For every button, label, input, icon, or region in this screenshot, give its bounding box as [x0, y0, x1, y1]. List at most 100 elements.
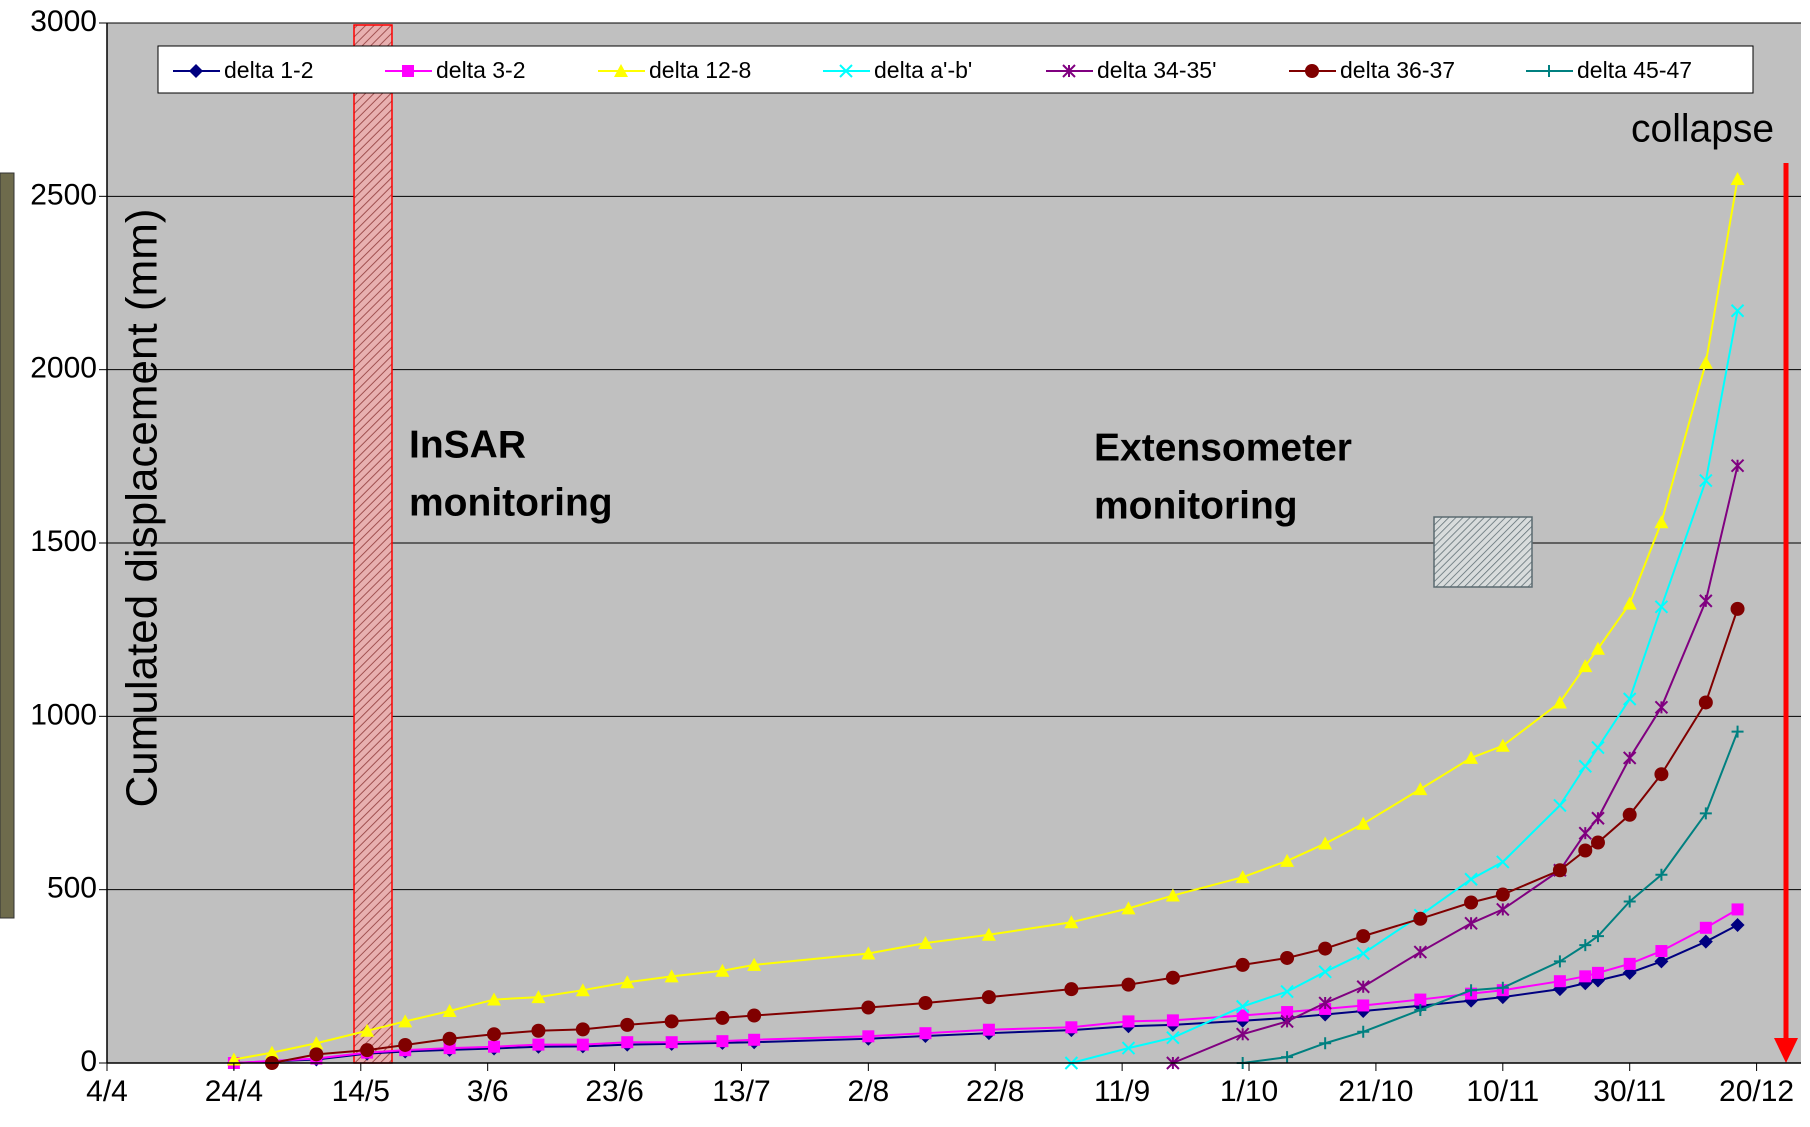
marker — [1699, 594, 1713, 608]
y-tick-label: 2500 — [30, 178, 97, 211]
marker — [1698, 695, 1713, 710]
x-tick-label: 24/4 — [205, 1075, 263, 1108]
marker — [1654, 954, 1669, 969]
marker — [918, 996, 933, 1011]
x-tick-label: 4/4 — [86, 1075, 128, 1108]
marker — [531, 990, 546, 1004]
marker — [1623, 895, 1636, 908]
marker — [1579, 939, 1592, 952]
marker — [1730, 458, 1745, 473]
marker — [487, 1027, 502, 1042]
marker — [1464, 916, 1478, 931]
marker — [1281, 1006, 1294, 1019]
marker — [531, 1023, 546, 1038]
marker — [1730, 304, 1745, 318]
legend-item: delta 1-2 — [173, 57, 314, 83]
marker — [1698, 355, 1713, 369]
marker — [716, 1035, 729, 1048]
marker — [1730, 918, 1745, 933]
marker — [1464, 750, 1479, 764]
marker — [1699, 473, 1713, 488]
marker — [1122, 1015, 1135, 1028]
marker — [360, 1023, 375, 1037]
marker — [1121, 977, 1136, 992]
marker — [1591, 930, 1604, 943]
marker — [1578, 659, 1593, 673]
marker — [1065, 1021, 1078, 1034]
marker — [1280, 1014, 1294, 1029]
legend-item: delta a'-b' — [823, 57, 972, 83]
annotation: InSAR — [409, 423, 526, 466]
marker — [1064, 915, 1079, 929]
annotation: Extensometer — [1094, 426, 1352, 469]
marker — [747, 957, 762, 971]
marker — [1318, 996, 1332, 1010]
marker — [189, 64, 203, 78]
series — [1064, 304, 1745, 1070]
marker — [1731, 725, 1744, 738]
marker — [839, 64, 853, 78]
legend: delta 1-2 delta 3-2 delta 12-8 delta a'-b' d… — [157, 45, 1754, 94]
collapse-arrow-head — [1774, 1038, 1798, 1063]
marker — [1699, 807, 1712, 820]
marker — [1166, 1030, 1180, 1045]
marker — [918, 936, 933, 950]
marker — [614, 64, 628, 77]
x-tick-label: 1/10 — [1220, 1075, 1278, 1108]
marker — [1236, 1009, 1249, 1022]
annotation: monitoring — [409, 481, 613, 524]
marker — [981, 990, 996, 1005]
x-tick-label: 10/11 — [1466, 1075, 1539, 1108]
marker — [488, 1040, 501, 1053]
marker — [309, 1047, 324, 1062]
series-group — [226, 172, 1745, 1070]
x-tick-label: 13/7 — [712, 1075, 770, 1108]
marker — [747, 1008, 762, 1023]
marker — [442, 1031, 457, 1046]
marker — [1622, 596, 1637, 610]
marker — [1356, 929, 1371, 944]
marker — [360, 1043, 375, 1058]
marker — [402, 65, 414, 77]
marker — [1654, 600, 1669, 614]
marker — [1356, 980, 1370, 994]
marker — [1496, 902, 1510, 917]
legend-label: delta 36-37 — [1340, 57, 1455, 83]
marker — [665, 1036, 678, 1049]
marker — [1465, 984, 1478, 997]
marker — [1235, 1027, 1250, 1041]
marker — [1235, 999, 1250, 1014]
marker — [1578, 843, 1593, 858]
marker — [1578, 826, 1592, 840]
marker — [1357, 1025, 1370, 1038]
marker — [1413, 782, 1428, 796]
marker — [575, 1022, 590, 1037]
legend-label: delta 45-47 — [1577, 57, 1692, 83]
marker — [1655, 945, 1668, 958]
marker — [575, 983, 590, 997]
legend-item: delta 3-2 — [385, 57, 526, 83]
marker — [1699, 921, 1712, 934]
marker — [715, 1010, 730, 1025]
marker — [1165, 970, 1180, 985]
y-tick-label: 2000 — [30, 352, 97, 385]
marker — [919, 1027, 932, 1040]
marker — [1654, 767, 1669, 782]
legend-item: delta 12-8 — [598, 57, 751, 83]
legend-label: delta a'-b' — [874, 57, 972, 83]
marker — [1591, 811, 1605, 825]
marker — [1280, 950, 1295, 965]
marker — [1496, 855, 1510, 869]
marker — [1414, 993, 1427, 1006]
marker — [1121, 1041, 1136, 1055]
marker — [620, 975, 635, 989]
legend-item: delta 45-47 — [1526, 57, 1692, 83]
marker — [264, 1045, 279, 1059]
legend-label: delta 34-35' — [1097, 57, 1216, 83]
x-tick-label: 11/9 — [1094, 1075, 1150, 1108]
marker — [1496, 981, 1509, 994]
marker — [309, 1036, 324, 1050]
annotation: collapse — [1631, 107, 1774, 150]
insar-band — [353, 24, 393, 1064]
